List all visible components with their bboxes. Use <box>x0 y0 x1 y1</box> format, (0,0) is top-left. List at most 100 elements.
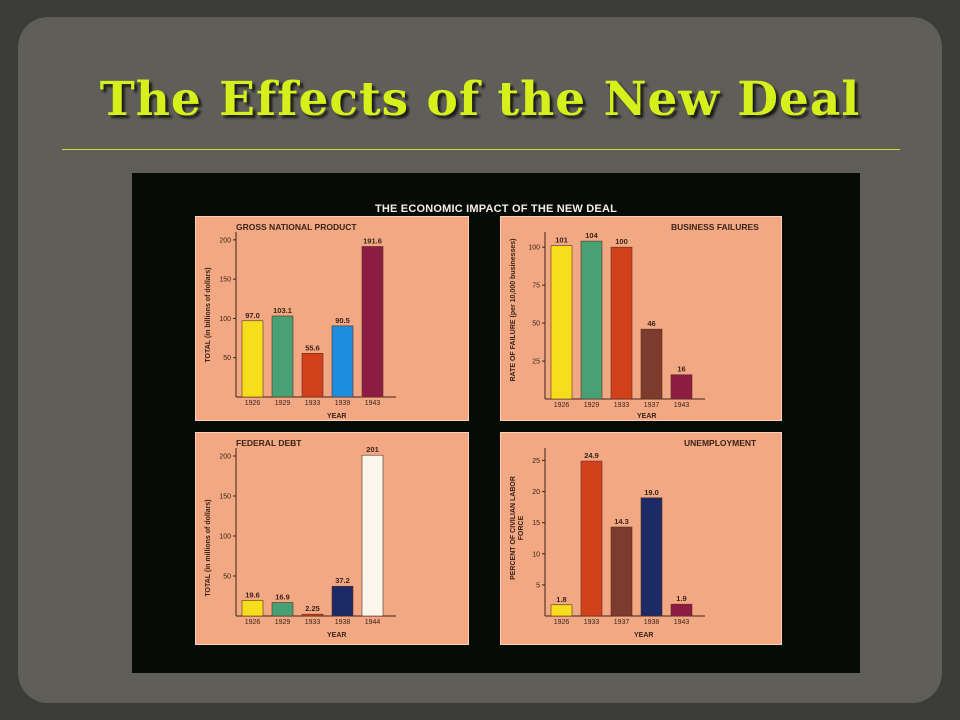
title-divider <box>62 149 900 150</box>
x-tick-label: 1926 <box>554 402 570 409</box>
bar-1943 <box>670 603 693 617</box>
x-tick-label: 1933 <box>305 400 321 407</box>
x-tick-label: 1943 <box>674 619 690 626</box>
panel-title: FEDERAL DEBT <box>236 438 302 448</box>
bar-value-label: 104 <box>585 231 598 240</box>
x-axis-label: YEAR <box>634 632 654 639</box>
y-tick-label: 50 <box>223 355 231 362</box>
x-tick-label: 1944 <box>365 619 381 626</box>
bar-value-label: 16.9 <box>275 592 290 601</box>
bar-value-label: 2.25 <box>305 604 320 613</box>
bar-value-label: 16 <box>677 365 685 374</box>
y-tick-label: 10 <box>532 551 540 558</box>
panel-gross-national-product: 50 100 150 200 97.0 1926 103.1 1929 55.6 1933 90.5… <box>195 216 469 421</box>
x-tick-label: 1937 <box>644 402 660 409</box>
x-tick-label: 1943 <box>365 400 381 407</box>
y-axis-label: RATE OF FAILURE (per 10,000 businesses) <box>510 238 517 382</box>
bar-1926 <box>550 604 573 617</box>
bar-value-label: 90.5 <box>335 316 350 325</box>
y-tick-label: 75 <box>532 283 540 290</box>
slide-title: The Effects of the New Deal <box>99 72 861 127</box>
y-tick-label: 5 <box>536 582 540 589</box>
x-tick-label: 1926 <box>245 619 261 626</box>
y-tick-label: 150 <box>219 277 231 284</box>
x-axis-label: YEAR <box>327 632 347 639</box>
gnp-chart: 50 100 150 200 97.0 1926 103.1 1929 55.6 1933 90.5… <box>219 232 396 407</box>
x-tick-label: 1943 <box>674 402 690 409</box>
bar-value-label: 19.6 <box>245 590 260 599</box>
bar-1937 <box>610 526 633 617</box>
panel-federal-debt: 50 100 150 200 19.6 1926 16.9 1929 2.25 1933 37.2 1… <box>195 432 469 645</box>
figure-title: THE ECONOMIC IMPACT OF THE NEW DEAL <box>374 203 618 215</box>
y-axis-label: TOTAL (in millions of dollars) <box>205 499 212 597</box>
x-tick-label: 1938 <box>644 619 660 626</box>
bar-value-label: 201 <box>366 445 379 454</box>
y-tick-label: 15 <box>532 520 540 527</box>
bar-value-label: 19.0 <box>644 488 659 497</box>
y-tick-label: 200 <box>219 237 231 244</box>
panel-title: UNEMPLOYMENT <box>684 438 757 448</box>
x-tick-label: 1933 <box>305 619 321 626</box>
bar-value-label: 46 <box>647 319 655 328</box>
y-tick-label: 100 <box>219 316 231 323</box>
bar-value-label: 101 <box>555 236 568 245</box>
bar-value-label: 191.6 <box>363 236 382 245</box>
y-tick-label: 150 <box>219 494 231 501</box>
bar-value-label: 1.8 <box>556 595 566 604</box>
x-tick-label: 1938 <box>335 619 351 626</box>
x-tick-label: 1926 <box>554 619 570 626</box>
x-tick-label: 1929 <box>275 619 291 626</box>
bar-1933 <box>580 460 603 617</box>
bar-1944 <box>361 454 384 617</box>
bar-1939 <box>331 325 354 398</box>
y-axis-label: TOTAL (in billions of dollars) <box>205 267 212 363</box>
y-tick-label: 200 <box>219 454 231 461</box>
y-tick-label: 50 <box>223 574 231 581</box>
x-tick-label: 1926 <box>245 400 261 407</box>
bar-1929 <box>580 240 603 400</box>
bar-value-label: 24.9 <box>584 451 599 460</box>
business-failures-chart: 25 50 75 100 101 1926 104 1929 100 1933 46 1937 16 19… <box>528 231 705 409</box>
x-axis-label: YEAR <box>327 413 347 420</box>
y-tick-label: 20 <box>532 489 540 496</box>
y-tick-label: 100 <box>528 245 540 252</box>
x-tick-label: 1929 <box>275 400 291 407</box>
bar-value-label: 100 <box>615 237 628 246</box>
panel-title: BUSINESS FAILURES <box>671 222 759 232</box>
x-tick-label: 1933 <box>614 402 630 409</box>
x-tick-label: 1937 <box>614 619 630 626</box>
bar-value-label: 55.6 <box>305 343 320 352</box>
bar-1933 <box>301 353 324 398</box>
bar-1938 <box>640 497 663 617</box>
bar-1926 <box>241 320 264 398</box>
bar-value-label: 14.3 <box>614 517 629 526</box>
bar-1929 <box>271 315 294 398</box>
panel-title: GROSS NATIONAL PRODUCT <box>236 222 357 232</box>
bar-1926 <box>241 600 264 617</box>
bar-value-label: 37.2 <box>335 576 350 585</box>
bar-value-label: 1.9 <box>676 594 686 603</box>
y-tick-label: 25 <box>532 359 540 366</box>
bar-value-label: 103.1 <box>273 306 292 315</box>
bar-1938 <box>331 585 354 617</box>
unemployment-chart: 5 10 15 20 25 1.8 1926 24.9 1933 14.3 1937 19.0 1938… <box>532 448 705 626</box>
y-tick-label: 25 <box>532 458 540 465</box>
bar-1943 <box>670 374 693 400</box>
x-axis-label: YEAR <box>637 413 657 420</box>
bar-1943 <box>361 246 384 398</box>
bar-1933 <box>301 613 324 617</box>
x-tick-label: 1929 <box>584 402 600 409</box>
x-tick-label: 1933 <box>584 619 600 626</box>
bar-1929 <box>271 602 294 617</box>
federal-debt-chart: 50 100 150 200 19.6 1926 16.9 1929 2.25 1933 37.2 1… <box>219 445 396 626</box>
panel-business-failures: 25 50 75 100 101 1926 104 1929 100 1933 46 1937 16 19… <box>500 216 782 421</box>
y-axis-label: PERCENT OF CIVILIAN LABOR FORCE <box>510 476 525 580</box>
bar-1933 <box>610 246 633 400</box>
x-tick-label: 1939 <box>335 400 351 407</box>
bar-1926 <box>550 245 573 400</box>
y-tick-label: 100 <box>219 534 231 541</box>
panel-unemployment: 5 10 15 20 25 1.8 1926 24.9 1933 14.3 1937 19.0 1938… <box>500 432 782 645</box>
bar-value-label: 97.0 <box>245 311 260 320</box>
y-tick-label: 50 <box>532 321 540 328</box>
chart-photo: THE ECONOMIC IMPACT OF THE NEW DEAL 50 10… <box>132 173 860 673</box>
